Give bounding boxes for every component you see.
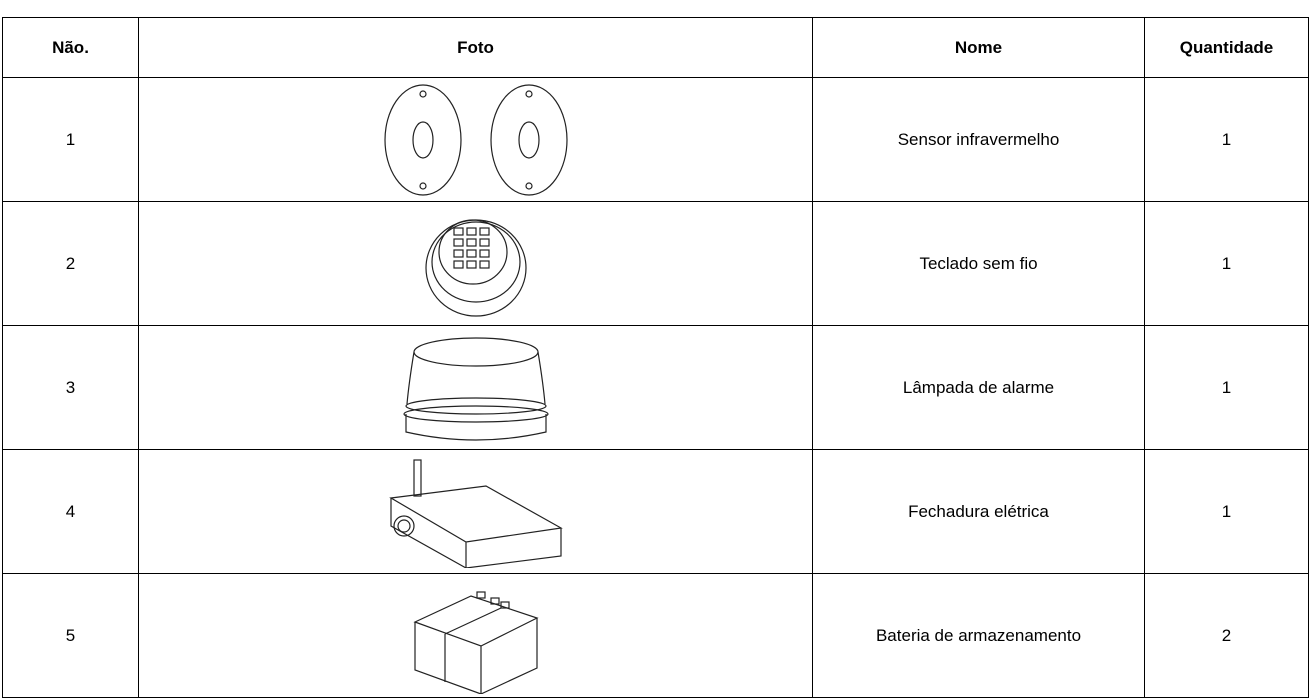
photo-cell (138, 201, 813, 326)
row: 5 Bateria de armazenamento 2 (2, 573, 1309, 698)
header-row: Não. Foto Nome Quantidade (2, 17, 1309, 78)
number-cell: 4 (2, 449, 139, 574)
header-cell: Não. (2, 17, 139, 78)
quantity-cell: 2 (1144, 573, 1309, 698)
parts-table: Não. Foto Nome Quantidade 1 Sensor infra… (2, 17, 1309, 698)
lamp-drawing (402, 336, 549, 441)
row: 3 Lâmpada de alarme 1 (2, 325, 1309, 450)
sensor-drawing (383, 83, 568, 196)
row: 1 Sensor infravermelho 1 (2, 77, 1309, 202)
header-cell: Foto (138, 17, 813, 78)
photo-cell (138, 449, 813, 574)
photo-cell (138, 77, 813, 202)
header-cell: Quantidade (1144, 17, 1309, 78)
number-cell: 1 (2, 77, 139, 202)
battery-drawing (412, 590, 539, 694)
name-cell: Teclado sem fio (812, 201, 1145, 326)
name-cell: Fechadura elétrica (812, 449, 1145, 574)
number-cell: 5 (2, 573, 139, 698)
row: 4 Fechadura elétrica 1 (2, 449, 1309, 574)
name-cell: Lâmpada de alarme (812, 325, 1145, 450)
name-cell: Sensor infravermelho (812, 77, 1145, 202)
row: 2 Teclado sem fio 1 (2, 201, 1309, 326)
photo-cell (138, 325, 813, 450)
name-cell: Bateria de armazenamento (812, 573, 1145, 698)
keypad-drawing (424, 218, 527, 317)
photo-cell (138, 573, 813, 698)
quantity-cell: 1 (1144, 449, 1309, 574)
lock-drawing (388, 458, 563, 568)
quantity-cell: 1 (1144, 77, 1309, 202)
number-cell: 3 (2, 325, 139, 450)
quantity-cell: 1 (1144, 325, 1309, 450)
quantity-cell: 1 (1144, 201, 1309, 326)
header-cell: Nome (812, 17, 1145, 78)
number-cell: 2 (2, 201, 139, 326)
